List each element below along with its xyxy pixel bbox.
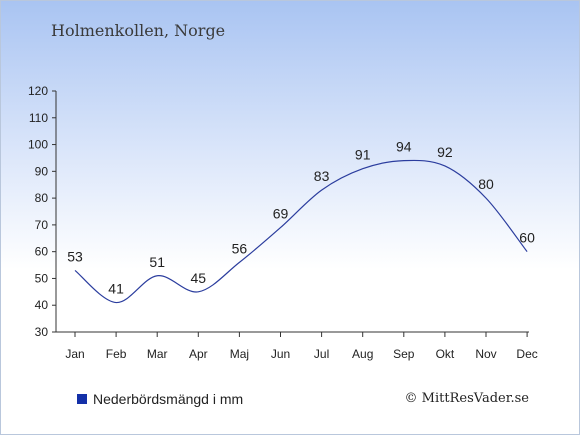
chart-title: Holmenkollen, Norge <box>51 21 226 40</box>
legend-swatch <box>77 394 87 404</box>
legend: Nederbördsmängd i mm <box>77 391 243 407</box>
legend-label: Nederbördsmängd i mm <box>93 391 244 407</box>
y-tick-label: 80 <box>35 191 49 205</box>
series-line <box>74 159 528 304</box>
x-tick-label: Feb <box>106 347 127 361</box>
x-tick-label: Okt <box>436 347 455 361</box>
data-label: 91 <box>355 147 371 163</box>
x-tick-label: Jul <box>314 347 329 361</box>
x-tick-label: Jan <box>65 347 84 361</box>
y-tick-label: 50 <box>35 271 49 285</box>
x-tick-label: Jun <box>271 347 290 361</box>
y-tick-label: 70 <box>35 218 49 232</box>
data-label: 92 <box>437 144 453 160</box>
x-tick-label: Dec <box>516 347 537 361</box>
x-tick-label: Apr <box>189 347 208 361</box>
y-tick-label: 40 <box>35 298 49 312</box>
data-label: 56 <box>232 240 248 256</box>
x-tick-label: Aug <box>352 347 373 361</box>
y-tick-label: 30 <box>35 325 49 339</box>
data-label: 53 <box>67 248 83 264</box>
data-label: 51 <box>149 254 165 270</box>
x-tick-label: Mar <box>147 347 168 361</box>
data-label: 94 <box>396 139 412 155</box>
x-tick-label: Maj <box>230 347 249 361</box>
y-tick-label: 120 <box>28 84 48 98</box>
data-label: 80 <box>478 176 494 192</box>
data-label: 69 <box>273 206 289 222</box>
data-label: 60 <box>519 230 535 246</box>
y-tick-label: 60 <box>35 245 49 259</box>
data-label: 83 <box>314 168 330 184</box>
copyright-text: © MittResVader.se <box>404 391 529 406</box>
y-tick-label: 90 <box>35 164 49 178</box>
y-tick-label: 110 <box>29 111 48 125</box>
x-tick-label: Nov <box>475 347 496 361</box>
y-tick-label: 100 <box>28 138 48 152</box>
x-tick-label: Sep <box>393 347 415 361</box>
data-label: 45 <box>191 270 207 286</box>
data-label: 41 <box>108 281 124 297</box>
